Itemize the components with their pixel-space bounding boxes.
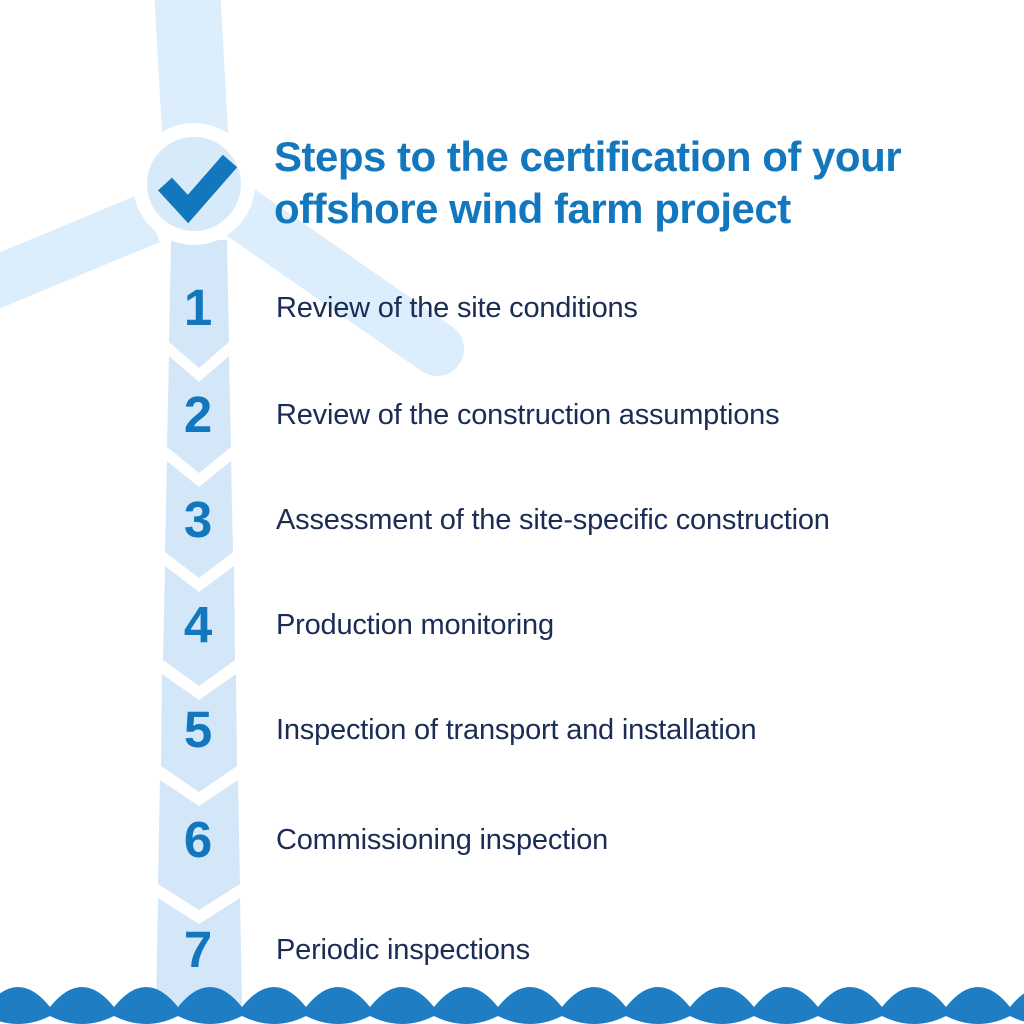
- step-label: Review of the site conditions: [276, 292, 638, 324]
- page-title-line-1: Steps to the certification of your: [274, 133, 902, 180]
- page-title: Steps to the certification of your offsh…: [274, 131, 902, 235]
- page-title-line-2: offshore wind farm project: [274, 185, 791, 232]
- tower-segment-1: [169, 240, 229, 368]
- step-label: Production monitoring: [276, 609, 554, 641]
- step-number: 1: [183, 279, 213, 336]
- water-wave-icon: [0, 987, 1024, 1024]
- turbine-tower: [156, 240, 242, 1006]
- tower-segment-4: [163, 566, 235, 686]
- tower-segment-2: [167, 356, 231, 473]
- step-label: Review of the construction assumptions: [276, 399, 780, 431]
- turbine-blade-left-icon: [0, 193, 160, 309]
- tower-segment-3: [165, 461, 233, 578]
- step-label: Assessment of the site-specific construc…: [276, 504, 830, 536]
- tower-segment-5: [161, 674, 237, 792]
- step-label: Periodic inspections: [276, 934, 530, 966]
- checkmark-icon: [158, 154, 238, 224]
- step-number: 3: [183, 491, 213, 548]
- step-label: Commissioning inspection: [276, 824, 609, 856]
- step-number: 5: [183, 701, 213, 758]
- step-number: 7: [183, 921, 213, 978]
- tower-segment-7: [156, 898, 242, 1006]
- step-label: Inspection of transport and installation: [276, 714, 757, 746]
- hub-circle: [147, 137, 241, 231]
- turbine-blade-right-icon: [213, 185, 464, 376]
- tower-segment-6: [158, 780, 240, 910]
- step-number: 4: [183, 596, 213, 653]
- turbine-blades: [0, 0, 464, 376]
- turbine-blade-top-icon: [154, 0, 229, 152]
- step-number: 6: [183, 811, 213, 868]
- step-number: 2: [183, 386, 213, 443]
